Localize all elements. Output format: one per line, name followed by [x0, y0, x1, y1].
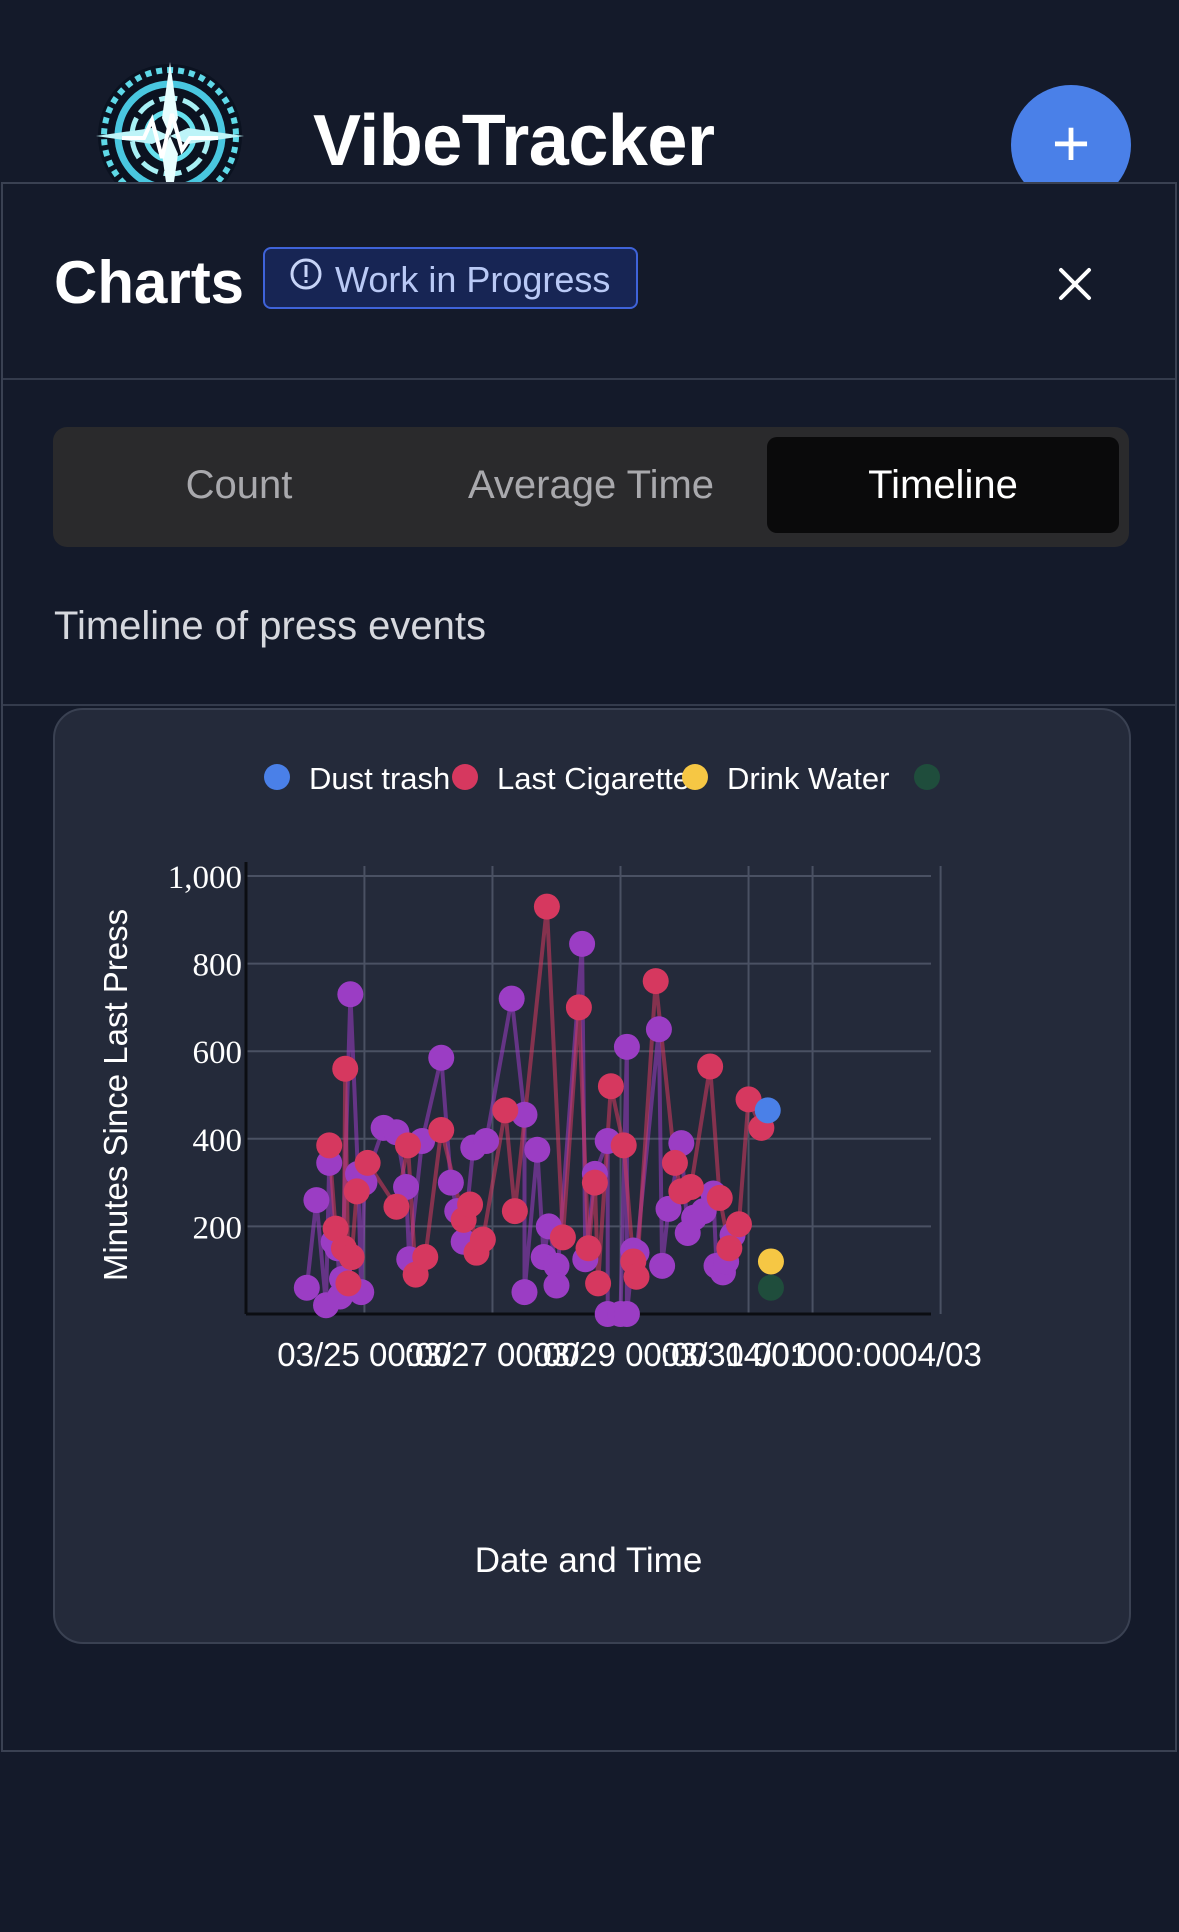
data-point — [668, 1130, 695, 1157]
divider — [3, 704, 1175, 706]
legend-marker — [264, 764, 290, 790]
x-axis-title: Date and Time — [475, 1541, 703, 1580]
data-point — [649, 1252, 676, 1279]
badge-label: Work in Progress — [335, 259, 611, 300]
data-point — [393, 1173, 420, 1200]
work-in-progress-badge: Work in Progress — [263, 247, 639, 310]
timeline-chart: Dust trash Last Cigarette Drink Water 200 40… — [97, 761, 982, 1580]
legend-marker — [682, 764, 708, 790]
chart-tabs: Count Average Time Timeline — [53, 427, 1129, 547]
x-tick-label: 03/25 00:00 — [277, 1336, 451, 1373]
x-tick-label: 04/03 — [899, 1336, 982, 1373]
data-point — [623, 1263, 650, 1290]
y-tick-label: 800 — [193, 948, 243, 984]
data-point — [543, 1252, 570, 1279]
data-point — [661, 1149, 688, 1176]
x-tick-label: 03/27 00:00 — [405, 1336, 579, 1373]
data-point — [492, 1097, 519, 1124]
data-point — [757, 1248, 784, 1275]
y-tick-label: 200 — [193, 1210, 243, 1246]
data-point — [511, 1279, 538, 1306]
data-point — [316, 1132, 343, 1159]
data-point — [642, 968, 669, 995]
data-point — [337, 981, 364, 1008]
app-title: VibeTracker — [313, 101, 715, 181]
data-point — [754, 1097, 781, 1124]
close-icon[interactable] — [1049, 258, 1101, 310]
y-tick-label: 400 — [193, 1123, 243, 1159]
data-point — [428, 1044, 455, 1071]
data-point — [437, 1169, 464, 1196]
data-point — [501, 1198, 528, 1225]
data-point — [457, 1191, 484, 1218]
data-point — [412, 1244, 439, 1271]
x-tick-label: 04/01 00:00 — [725, 1336, 899, 1373]
data-point — [383, 1193, 410, 1220]
data-point — [524, 1136, 551, 1163]
data-point — [303, 1187, 330, 1214]
data-point — [697, 1053, 724, 1080]
data-point — [581, 1169, 608, 1196]
tab-count[interactable]: Count — [185, 463, 293, 507]
data-point — [569, 930, 596, 957]
data-point — [293, 1274, 320, 1301]
data-point — [549, 1224, 576, 1251]
data-point — [575, 1235, 602, 1262]
legend-label: Dust trash — [309, 761, 450, 796]
legend-marker — [452, 764, 478, 790]
data-point — [613, 1033, 640, 1060]
data-point — [332, 1055, 359, 1082]
legend-label: Last Cigarette — [497, 761, 690, 796]
y-axis-title: Minutes Since Last Press — [97, 909, 134, 1281]
data-point — [610, 1132, 637, 1159]
chart-description: Timeline of press events — [54, 604, 487, 648]
tab-average-time[interactable]: Average Time — [467, 463, 715, 507]
legend-marker — [914, 764, 940, 790]
data-point — [428, 1117, 455, 1144]
charts-panel: Charts Work in Progress Count Average Ti… — [1, 182, 1177, 1752]
app-header: VibeTracker + — [0, 0, 1179, 205]
data-point — [706, 1184, 733, 1211]
data-point — [677, 1173, 704, 1200]
y-tick-label: 1,000 — [168, 860, 242, 896]
data-point — [498, 985, 525, 1012]
info-icon — [289, 248, 323, 310]
data-point — [597, 1073, 624, 1100]
data-point — [757, 1274, 784, 1301]
legend-label: Drink Water — [727, 761, 889, 796]
data-point — [473, 1127, 500, 1154]
data-point — [645, 1016, 672, 1043]
y-tick-label: 600 — [193, 1035, 243, 1071]
data-point — [735, 1086, 762, 1113]
panel-title: Charts — [54, 249, 245, 316]
data-point — [469, 1226, 496, 1253]
vibetracker-logo-icon — [92, 58, 248, 184]
data-point — [335, 1270, 362, 1297]
data-point — [343, 1178, 370, 1205]
data-point — [565, 994, 592, 1021]
data-point — [613, 1301, 640, 1327]
data-point — [585, 1270, 612, 1297]
data-point — [716, 1235, 743, 1262]
data-point — [322, 1215, 349, 1242]
data-point — [543, 1272, 570, 1299]
x-tick-label: 03/29 00:00 — [533, 1336, 707, 1373]
data-point — [725, 1211, 752, 1238]
x-tick-label: 03/31 00:00 — [661, 1336, 835, 1373]
data-point — [533, 893, 560, 920]
chart-card: Dust trash Last Cigarette Drink Water 200 40… — [53, 708, 1131, 1644]
tab-timeline[interactable]: Timeline — [767, 437, 1119, 533]
data-point — [394, 1132, 421, 1159]
data-point — [354, 1149, 381, 1176]
panel-header: Charts Work in Progress — [3, 184, 1175, 380]
data-point — [338, 1244, 365, 1271]
